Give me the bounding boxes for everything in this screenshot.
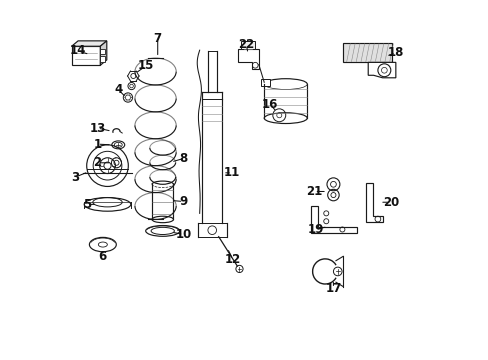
Text: 12: 12: [224, 253, 241, 266]
Text: 9: 9: [179, 195, 187, 208]
Text: 21: 21: [305, 185, 322, 198]
FancyBboxPatch shape: [100, 56, 104, 62]
Polygon shape: [72, 41, 106, 46]
Text: 20: 20: [383, 196, 399, 209]
Polygon shape: [261, 79, 269, 86]
Polygon shape: [366, 183, 383, 222]
Polygon shape: [343, 43, 391, 62]
Circle shape: [377, 64, 390, 77]
Polygon shape: [310, 206, 356, 233]
Circle shape: [333, 267, 341, 276]
Text: 5: 5: [82, 198, 91, 211]
Text: 3: 3: [71, 171, 79, 184]
Polygon shape: [100, 41, 106, 65]
Text: 19: 19: [306, 223, 323, 236]
Text: 22: 22: [238, 38, 254, 51]
Text: 8: 8: [179, 152, 187, 165]
Polygon shape: [367, 62, 395, 78]
Polygon shape: [238, 49, 258, 69]
FancyBboxPatch shape: [240, 41, 254, 49]
Text: 13: 13: [89, 122, 105, 135]
Text: 17: 17: [325, 282, 341, 295]
Text: 6: 6: [99, 249, 107, 262]
Text: 4: 4: [114, 83, 122, 96]
Text: 15: 15: [138, 59, 154, 72]
Text: 7: 7: [153, 32, 162, 45]
Text: 14: 14: [70, 44, 86, 57]
Text: 18: 18: [387, 46, 403, 59]
Text: 11: 11: [224, 166, 240, 179]
Text: 2: 2: [93, 156, 102, 169]
Polygon shape: [72, 46, 100, 65]
Text: 16: 16: [262, 98, 278, 111]
Text: 1: 1: [93, 138, 102, 150]
Text: 10: 10: [175, 228, 191, 241]
FancyBboxPatch shape: [100, 49, 104, 54]
